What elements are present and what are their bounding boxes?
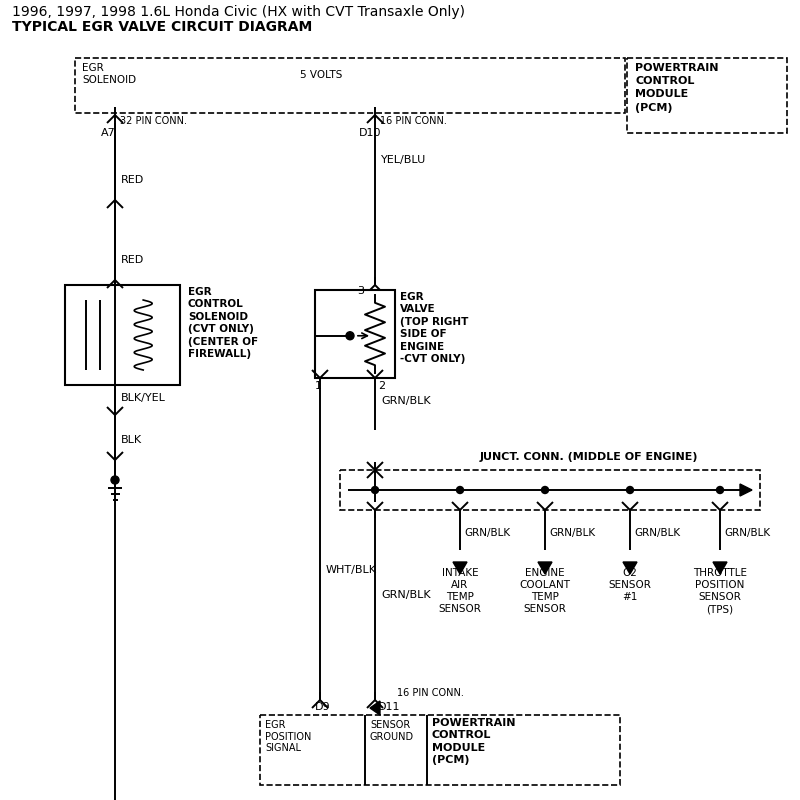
Text: GRN/BLK: GRN/BLK (381, 590, 430, 600)
Circle shape (346, 332, 354, 340)
Polygon shape (453, 562, 467, 574)
Circle shape (371, 486, 378, 494)
Text: EGR
CONTROL
SOLENOID
(CVT ONLY)
(CENTER OF
FIREWALL): EGR CONTROL SOLENOID (CVT ONLY) (CENTER … (188, 287, 258, 359)
Text: D10: D10 (359, 128, 382, 138)
Text: BLK: BLK (121, 435, 142, 445)
Bar (65, 285, 180, 385)
Text: WHT/BLK: WHT/BLK (326, 565, 377, 575)
Text: ENGINE
COOLANT
TEMP
SENSOR: ENGINE COOLANT TEMP SENSOR (519, 568, 570, 614)
Text: 1: 1 (315, 381, 322, 391)
Text: 32 PIN CONN.: 32 PIN CONN. (120, 116, 187, 126)
Text: INTAKE
AIR
TEMP
SENSOR: INTAKE AIR TEMP SENSOR (438, 568, 482, 614)
Circle shape (111, 476, 119, 484)
Circle shape (457, 486, 463, 494)
Circle shape (717, 486, 723, 494)
Text: YEL/BLU: YEL/BLU (381, 155, 426, 165)
Text: 16 PIN CONN.: 16 PIN CONN. (397, 688, 464, 698)
Text: 1996, 1997, 1998 1.6L Honda Civic (HX with CVT Transaxle Only): 1996, 1997, 1998 1.6L Honda Civic (HX wi… (12, 5, 465, 19)
Text: POWERTRAIN
CONTROL
MODULE
(PCM): POWERTRAIN CONTROL MODULE (PCM) (432, 718, 515, 765)
Text: O2
SENSOR
#1: O2 SENSOR #1 (609, 568, 651, 602)
Text: GRN/BLK: GRN/BLK (724, 528, 770, 538)
Text: TYPICAL EGR VALVE CIRCUIT DIAGRAM: TYPICAL EGR VALVE CIRCUIT DIAGRAM (12, 20, 312, 34)
Text: 16 PIN CONN.: 16 PIN CONN. (380, 116, 447, 126)
Text: GRN/BLK: GRN/BLK (549, 528, 595, 538)
Polygon shape (538, 562, 552, 574)
Text: D11: D11 (378, 702, 401, 712)
Text: 5 VOLTS: 5 VOLTS (300, 70, 342, 80)
Polygon shape (370, 701, 380, 715)
Polygon shape (623, 562, 637, 574)
Bar (315, 290, 395, 378)
Circle shape (626, 486, 634, 494)
Text: A7: A7 (101, 128, 116, 138)
Text: RED: RED (121, 255, 144, 265)
Text: RED: RED (121, 175, 144, 185)
Bar (340, 470, 760, 510)
Text: EGR
POSITION
SIGNAL: EGR POSITION SIGNAL (265, 720, 311, 754)
Text: JUNCT. CONN. (MIDDLE OF ENGINE): JUNCT. CONN. (MIDDLE OF ENGINE) (480, 452, 698, 462)
Bar (260, 715, 620, 785)
Circle shape (542, 486, 549, 494)
Text: 2: 2 (378, 381, 385, 391)
Text: EGR
SOLENOID: EGR SOLENOID (82, 63, 136, 85)
Text: THROTTLE
POSITION
SENSOR
(TPS): THROTTLE POSITION SENSOR (TPS) (693, 568, 747, 614)
Text: GRN/BLK: GRN/BLK (381, 396, 430, 406)
Polygon shape (740, 484, 752, 496)
Text: BLK/YEL: BLK/YEL (121, 393, 166, 403)
Text: SENSOR
GROUND: SENSOR GROUND (370, 720, 414, 742)
Text: POWERTRAIN
CONTROL
MODULE
(PCM): POWERTRAIN CONTROL MODULE (PCM) (635, 63, 718, 113)
Text: EGR
VALVE
(TOP RIGHT
SIDE OF
ENGINE
-CVT ONLY): EGR VALVE (TOP RIGHT SIDE OF ENGINE -CVT… (400, 292, 468, 364)
Polygon shape (713, 562, 727, 574)
Text: GRN/BLK: GRN/BLK (634, 528, 680, 538)
Bar (75, 58, 625, 113)
Text: 3: 3 (357, 286, 364, 296)
Text: D9: D9 (315, 702, 330, 712)
Bar (627, 58, 787, 133)
Text: GRN/BLK: GRN/BLK (464, 528, 510, 538)
